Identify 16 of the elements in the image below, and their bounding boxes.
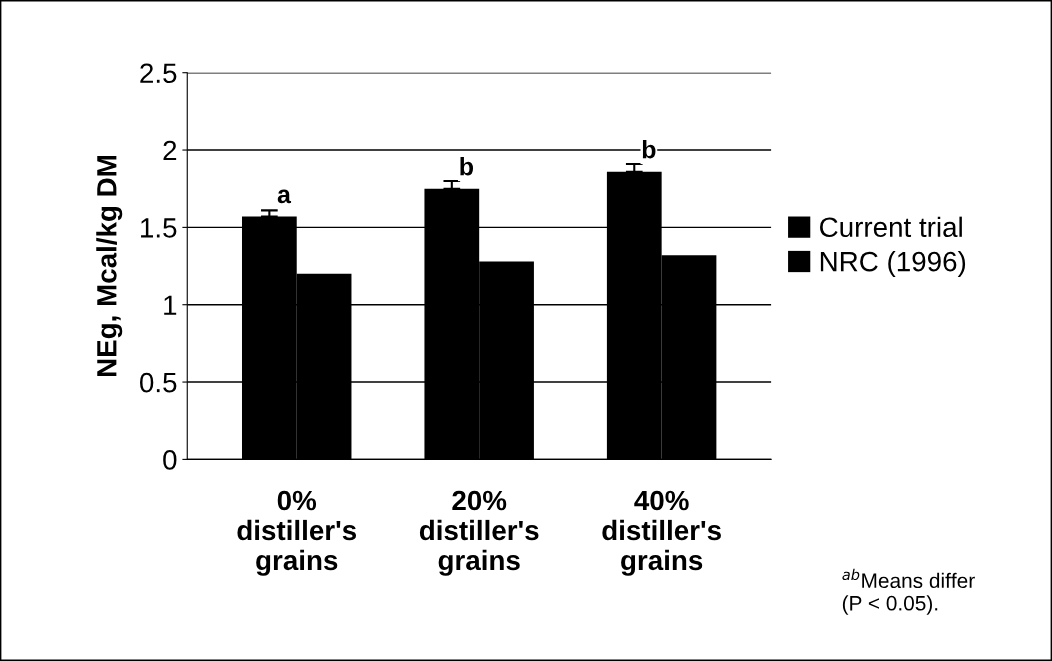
annotation: a (277, 189, 292, 204)
y-tick-label: 2.5 (140, 63, 177, 84)
y-tick-label: 0.5 (140, 372, 177, 393)
x-tick-label: 40% distiller's grains (602, 490, 721, 576)
y-tick-label: 1.5 (141, 218, 177, 238)
y-tick-label: 0 (163, 450, 177, 470)
y-tick-label: 2 (163, 140, 177, 161)
y-axis-title: NEg, Mcal/kg DM (96, 156, 123, 377)
legend-label: Current trial (820, 216, 962, 238)
annotation: b (642, 140, 656, 159)
x-tick-label: 20% distiller's grains (419, 490, 539, 576)
x-tick-label: 0% distiller's grains (237, 490, 357, 576)
text: $^{ab}$Means differ (P < 0.05). (842, 568, 975, 615)
y-tick-label: 1 (164, 295, 177, 315)
annotation: b (460, 157, 474, 176)
legend-label: NRC (1996) (820, 251, 966, 277)
